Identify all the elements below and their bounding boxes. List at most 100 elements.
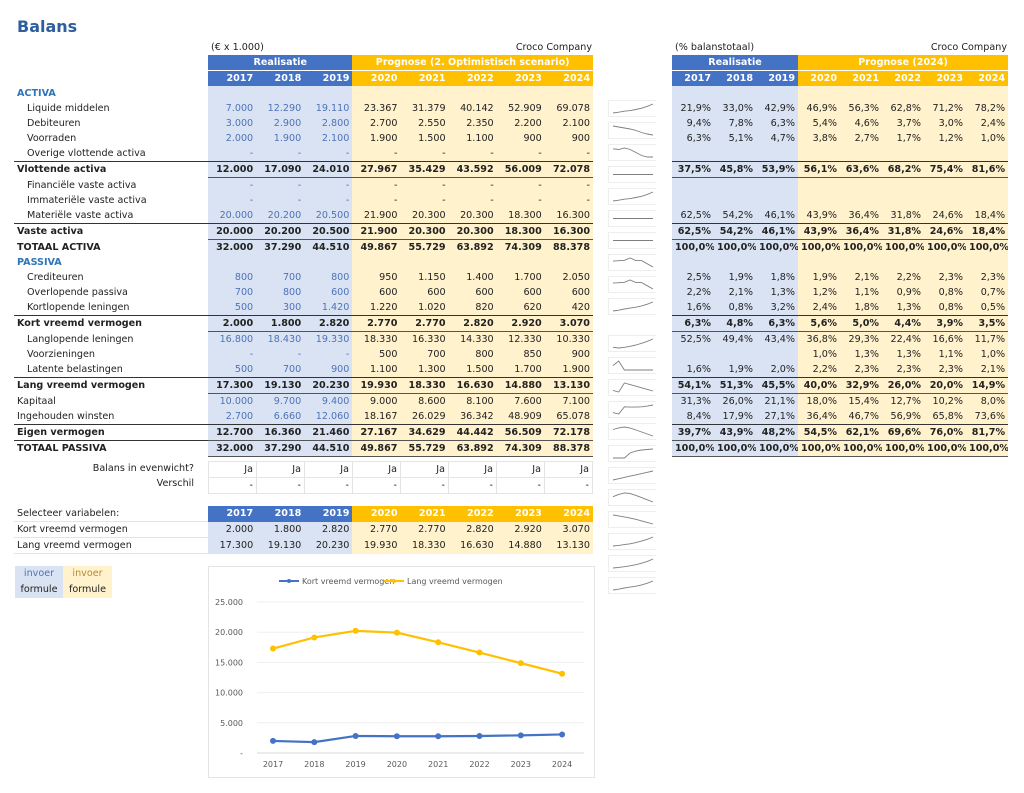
value-cell[interactable]: 2.820	[304, 315, 353, 332]
value-cell[interactable]: 1.150	[400, 270, 449, 285]
value-cell[interactable]: 18.330	[352, 331, 401, 347]
value-cell[interactable]: 16.360	[256, 424, 305, 441]
value-cell[interactable]: 1.900	[544, 362, 593, 378]
value-cell[interactable]: 9.000	[352, 393, 401, 409]
value-cell[interactable]: 14.880	[496, 377, 545, 394]
value-cell[interactable]: -	[256, 177, 305, 193]
value-cell[interactable]: -	[208, 193, 257, 208]
value-cell[interactable]: 16.330	[400, 331, 449, 347]
value-cell[interactable]: 19.110	[304, 101, 353, 116]
value-cell[interactable]	[544, 86, 593, 101]
select-row[interactable]: Lang vreemd vermogen 17.300 19.130 20.230 19…	[14, 537, 593, 554]
value-cell[interactable]: 500	[208, 300, 257, 316]
value-cell[interactable]: 1.900	[352, 131, 401, 146]
value-cell[interactable]: -	[256, 193, 305, 208]
value-cell[interactable]: 32.000	[208, 440, 257, 457]
value-cell[interactable]: 20.300	[448, 208, 497, 224]
value-cell[interactable]: 14.330	[448, 331, 497, 347]
value-cell[interactable]: -	[496, 146, 545, 162]
value-cell[interactable]: 19.930	[352, 377, 401, 394]
value-cell[interactable]: 800	[256, 285, 305, 300]
value-cell[interactable]: 56.009	[496, 161, 545, 178]
value-cell[interactable]: 72.178	[544, 424, 593, 441]
value-cell[interactable]: 20.500	[304, 223, 353, 240]
value-cell[interactable]: 63.892	[448, 440, 497, 457]
value-cell[interactable]: 23.367	[352, 101, 401, 116]
value-cell[interactable]: 2.350	[448, 116, 497, 131]
value-cell[interactable]: 900	[304, 362, 353, 378]
value-cell[interactable]: 1.900	[256, 131, 305, 146]
value-cell[interactable]: 20.200	[256, 223, 305, 240]
value-cell[interactable]: 31.379	[400, 101, 449, 116]
value-cell[interactable]: -	[352, 146, 401, 162]
value-cell[interactable]: 37.290	[256, 239, 305, 255]
value-cell[interactable]: 600	[544, 285, 593, 300]
value-cell[interactable]: 20.230	[304, 377, 353, 394]
value-cell[interactable]: 700	[400, 347, 449, 362]
value-cell[interactable]: 72.078	[544, 161, 593, 178]
value-cell[interactable]: 32.000	[208, 239, 257, 255]
value-cell[interactable]	[208, 255, 257, 270]
value-cell[interactable]: 27.967	[352, 161, 401, 178]
value-cell[interactable]	[352, 255, 401, 270]
value-cell[interactable]: 300	[256, 300, 305, 316]
value-cell[interactable]: 17.300	[208, 377, 257, 394]
value-cell[interactable]: -	[256, 146, 305, 162]
value-cell[interactable]: 9.400	[304, 393, 353, 409]
value-cell[interactable]: 900	[544, 347, 593, 362]
value-cell[interactable]: 63.892	[448, 239, 497, 255]
value-cell[interactable]: 20.200	[256, 208, 305, 224]
value-cell[interactable]: 69.078	[544, 101, 593, 116]
value-cell[interactable]: 800	[304, 270, 353, 285]
value-cell[interactable]: 900	[496, 131, 545, 146]
value-cell[interactable]: -	[400, 177, 449, 193]
value-cell[interactable]: 1.420	[304, 300, 353, 316]
value-cell[interactable]: 800	[448, 347, 497, 362]
value-cell[interactable]: 20.500	[304, 208, 353, 224]
value-cell[interactable]: 600	[352, 285, 401, 300]
value-cell[interactable]: 600	[448, 285, 497, 300]
select-row[interactable]: Kort vreemd vermogen 2.000 1.800 2.820 2.770…	[14, 521, 593, 538]
value-cell[interactable]: -	[256, 347, 305, 362]
value-cell[interactable]: 7.000	[208, 101, 257, 116]
value-cell[interactable]: 2.920	[496, 315, 545, 332]
value-cell[interactable]: 10.000	[208, 393, 257, 409]
value-cell[interactable]: 2.100	[544, 116, 593, 131]
value-cell[interactable]: 13.130	[544, 377, 593, 394]
value-cell[interactable]: -	[208, 347, 257, 362]
value-cell[interactable]: 2.050	[544, 270, 593, 285]
value-cell[interactable]: 18.300	[496, 208, 545, 224]
value-cell[interactable]: 49.867	[352, 440, 401, 457]
value-cell[interactable]: 20.300	[448, 223, 497, 240]
value-cell[interactable]	[400, 86, 449, 101]
value-cell[interactable]: 2.550	[400, 116, 449, 131]
value-cell[interactable]: 1.100	[352, 362, 401, 378]
value-cell[interactable]: 49.867	[352, 239, 401, 255]
value-cell[interactable]: 2.770	[400, 315, 449, 332]
value-cell[interactable]: 12.330	[496, 331, 545, 347]
value-cell[interactable]: 44.442	[448, 424, 497, 441]
value-cell[interactable]	[496, 255, 545, 270]
value-cell[interactable]: -	[496, 193, 545, 208]
value-cell[interactable]: -	[352, 177, 401, 193]
select-row-label[interactable]: Lang vreemd vermogen	[14, 537, 209, 554]
value-cell[interactable]: 1.020	[400, 300, 449, 316]
value-cell[interactable]: -	[400, 193, 449, 208]
value-cell[interactable]: -	[304, 347, 353, 362]
value-cell[interactable]: -	[496, 177, 545, 193]
value-cell[interactable]: 20.300	[400, 208, 449, 224]
value-cell[interactable]: 21.900	[352, 208, 401, 224]
value-cell[interactable]: 17.090	[256, 161, 305, 178]
value-cell[interactable]: 3.070	[544, 315, 593, 332]
value-cell[interactable]: 7.600	[496, 393, 545, 409]
value-cell[interactable]: 12.060	[304, 409, 353, 425]
value-cell[interactable]: 2.700	[208, 409, 257, 425]
value-cell[interactable]: 1.400	[448, 270, 497, 285]
value-cell[interactable]	[496, 86, 545, 101]
value-cell[interactable]: 18.300	[496, 223, 545, 240]
value-cell[interactable]: 19.130	[256, 377, 305, 394]
value-cell[interactable]: 55.729	[400, 440, 449, 457]
value-cell[interactable]	[448, 255, 497, 270]
value-cell[interactable]: 55.729	[400, 239, 449, 255]
value-cell[interactable]: 44.510	[304, 440, 353, 457]
